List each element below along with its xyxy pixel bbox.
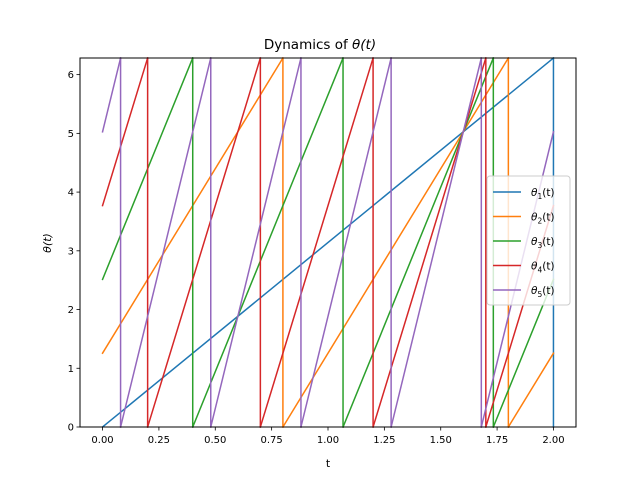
y-tick-label: 4 (68, 188, 74, 199)
series-1-segment-1 (101, 56, 555, 429)
x-tick-label: 1.25 (373, 435, 395, 446)
x-axis-label: t (326, 457, 331, 470)
y-tick-label: 3 (68, 246, 74, 257)
legend-label-4: θ4(t) (531, 261, 555, 275)
x-tick-label: 0.50 (204, 435, 226, 446)
legend: θ1(t) θ2(t) θ3(t) θ4(t) θ5(t) (486, 175, 571, 306)
series-5-segment-1 (101, 57, 122, 133)
series-5-segment-3 (119, 57, 212, 428)
y-axis: 0 1 2 3 4 5 6 (68, 70, 80, 434)
x-axis: 0.00 0.25 0.50 0.75 1.00 1.25 1.50 1.75 2.00 (91, 427, 565, 446)
legend-label-1: θ1(t) (531, 187, 555, 201)
plot-lines (101, 56, 555, 429)
series-5-segment-9 (390, 57, 483, 428)
x-tick-label: 2.00 (542, 435, 564, 446)
x-tick-label: 1.50 (430, 435, 452, 446)
y-tick-label: 0 (68, 423, 74, 434)
y-tick-label: 6 (68, 70, 74, 81)
x-tick-label: 1.75 (486, 435, 508, 446)
series-4-segment-5 (259, 57, 375, 428)
legend-label-5: θ5(t) (531, 285, 555, 299)
series-2-segment-5 (507, 352, 555, 429)
y-tick-label: 2 (68, 305, 74, 316)
x-tick-label: 0.00 (91, 435, 113, 446)
y-axis-label: θ(t) (41, 233, 54, 253)
series-3-segment-5 (342, 57, 495, 428)
series-4-segment-7 (372, 57, 487, 428)
legend-label-2: θ2(t) (531, 212, 555, 226)
series-2-segment-3 (281, 56, 510, 429)
x-tick-label: 0.75 (261, 435, 283, 446)
series-3-segment-3 (191, 57, 345, 428)
legend-box (486, 175, 571, 306)
chart-title: Dynamics of θ(t) (264, 37, 376, 53)
x-tick-label: 1.00 (317, 435, 339, 446)
legend-label-3: θ3(t) (531, 236, 555, 250)
y-tick-label: 1 (68, 364, 74, 375)
series-4-segment-3 (146, 57, 262, 428)
series-5-segment-7 (300, 57, 393, 428)
series-5-segment-5 (209, 57, 302, 428)
series-4-segment-1 (101, 57, 149, 207)
x-tick-label: 0.25 (148, 435, 170, 446)
y-tick-label: 5 (68, 129, 74, 140)
